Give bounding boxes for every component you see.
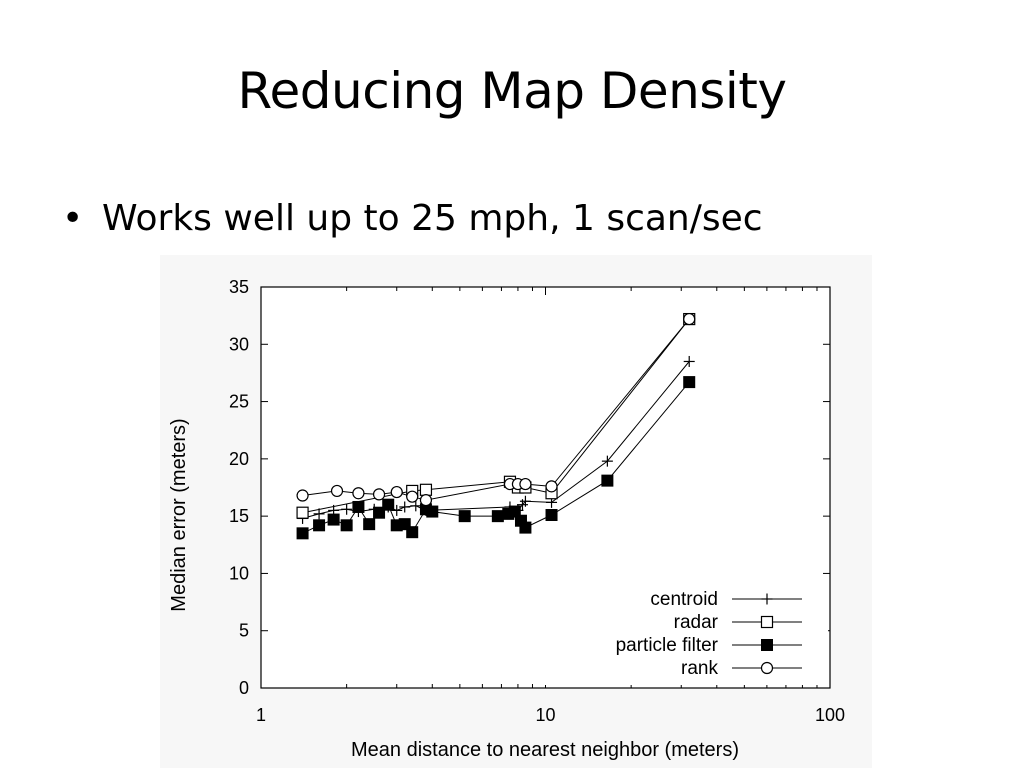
legend-label-particle-filter: particle filter bbox=[616, 635, 719, 656]
data-point-centroid bbox=[313, 508, 325, 520]
data-point-rank bbox=[419, 494, 433, 507]
x-tick-label: 100 bbox=[815, 705, 845, 725]
legend-label-centroid: centroid bbox=[650, 589, 718, 610]
y-tick-label: 25 bbox=[229, 392, 249, 412]
median-error-chart: 0 5 10 15 20 25 30 35 1 10 100 centroidradarpartic… bbox=[168, 277, 845, 761]
data-point-rank bbox=[372, 488, 386, 501]
bullet-item: • Works well up to 25 mph, 1 scan/sec bbox=[62, 198, 763, 239]
y-axis-label: Median error (meters) bbox=[168, 418, 190, 611]
data-point-rank bbox=[296, 489, 309, 502]
data-point-particle-filter bbox=[398, 518, 411, 531]
legend-marker-centroid bbox=[761, 593, 773, 605]
y-tick-label: 20 bbox=[229, 449, 249, 469]
data-point-particle-filter bbox=[491, 510, 504, 523]
data-point-centroid bbox=[683, 355, 695, 367]
data-point-centroid bbox=[601, 455, 613, 467]
data-point-particle-filter bbox=[352, 500, 365, 513]
data-point-particle-filter bbox=[508, 505, 521, 518]
data-point-particle-filter bbox=[296, 527, 309, 540]
data-point-particle-filter bbox=[683, 376, 696, 389]
legend-label-rank: rank bbox=[681, 658, 718, 679]
data-point-particle-filter bbox=[545, 508, 558, 521]
y-tick-label: 35 bbox=[229, 277, 249, 297]
legend-label-radar: radar bbox=[674, 612, 719, 633]
data-point-particle-filter bbox=[458, 510, 471, 523]
x-axis-label: Mean distance to nearest neighbor (meter… bbox=[351, 739, 739, 761]
data-point-particle-filter bbox=[340, 519, 353, 532]
data-point-rank bbox=[545, 480, 558, 493]
y-tick-label: 15 bbox=[229, 506, 249, 526]
data-point-radar bbox=[296, 506, 309, 519]
data-point-rank bbox=[330, 484, 344, 498]
bullet-marker: • bbox=[62, 198, 84, 239]
data-point-radar bbox=[419, 483, 433, 496]
data-point-centroid bbox=[410, 500, 422, 512]
x-tick-label: 10 bbox=[535, 705, 555, 725]
y-tick-label: 10 bbox=[229, 563, 249, 583]
series-particle-filter bbox=[296, 376, 696, 540]
legend-marker-radar bbox=[760, 615, 774, 629]
data-point-particle-filter bbox=[327, 513, 340, 526]
x-tick-label: 1 bbox=[256, 705, 266, 725]
chart-container: 0 5 10 15 20 25 30 35 1 10 100 centroid radar partic… bbox=[160, 255, 872, 768]
data-point-particle-filter bbox=[382, 498, 395, 511]
data-point-rank bbox=[352, 487, 365, 500]
legend-marker-rank bbox=[760, 661, 774, 675]
data-point-rank bbox=[390, 485, 403, 499]
data-point-rank bbox=[683, 312, 696, 326]
data-point-centroid bbox=[519, 495, 531, 507]
data-point-particle-filter bbox=[519, 521, 532, 534]
data-point-particle-filter bbox=[363, 518, 376, 531]
data-point-rank bbox=[406, 490, 419, 503]
data-point-particle-filter bbox=[601, 474, 614, 487]
data-point-particle-filter bbox=[426, 505, 439, 518]
data-point-particle-filter bbox=[373, 506, 386, 519]
data-point-centroid bbox=[341, 503, 353, 515]
y-tick-label: 30 bbox=[229, 334, 249, 354]
data-point-rank bbox=[519, 477, 532, 491]
y-tick-label: 0 bbox=[239, 678, 249, 698]
data-point-centroid bbox=[399, 501, 411, 513]
y-tick-label: 5 bbox=[239, 621, 249, 641]
data-point-particle-filter bbox=[406, 526, 419, 539]
bullet-text: Works well up to 25 mph, 1 scan/sec bbox=[102, 198, 763, 239]
slide-title: Reducing Map Density bbox=[237, 62, 787, 120]
legend-marker-particle-filter bbox=[761, 639, 773, 651]
series-rank bbox=[296, 312, 696, 507]
data-point-particle-filter bbox=[313, 519, 326, 532]
